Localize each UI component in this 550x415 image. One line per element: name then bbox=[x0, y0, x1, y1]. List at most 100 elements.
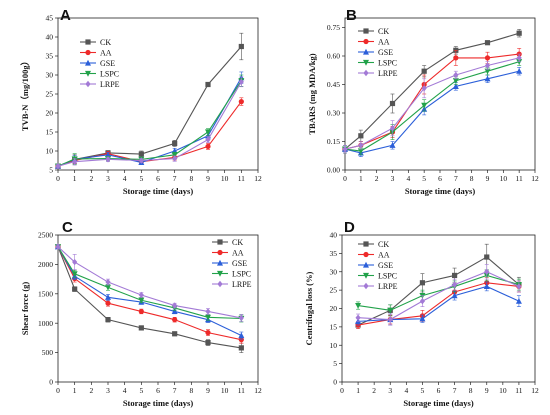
legend-label-C-AA: AA bbox=[232, 248, 244, 257]
x-tick-label-C-2: 2 bbox=[89, 386, 93, 395]
x-tick-label-C-0: 0 bbox=[56, 386, 60, 395]
x-tick-label-D-9: 9 bbox=[485, 386, 489, 395]
point-A-CK-legend bbox=[85, 39, 91, 45]
series-line-D-LSPC bbox=[358, 274, 520, 311]
point-C-LRPE-5 bbox=[205, 308, 211, 315]
point-B-CK-1 bbox=[358, 133, 364, 139]
point-C-AA-3 bbox=[138, 308, 144, 315]
point-A-LSPC-5 bbox=[205, 129, 211, 136]
point-A-LRPE-6 bbox=[238, 78, 244, 86]
y-tick-label-D-4: 20 bbox=[330, 304, 338, 313]
point-B-CK-2 bbox=[389, 100, 396, 107]
point-C-LSPC-5 bbox=[205, 314, 211, 321]
series-C-LRPE bbox=[55, 243, 244, 322]
series-D-LRPE bbox=[355, 264, 522, 326]
legend-label-A-GSE: GSE bbox=[100, 59, 115, 68]
point-C-GSE-4 bbox=[171, 308, 178, 315]
point-D-LSPC-legend bbox=[363, 272, 369, 279]
x-tick-label-B-5: 5 bbox=[422, 174, 426, 183]
y-tick-label-B-0: 0.00 bbox=[327, 166, 340, 175]
point-C-CK-6 bbox=[238, 345, 244, 351]
point-A-AA-5 bbox=[205, 143, 211, 150]
point-C-LSPC-2 bbox=[105, 284, 111, 291]
point-C-LSPC-1 bbox=[71, 271, 78, 278]
point-A-CK-6 bbox=[238, 43, 244, 50]
point-C-LRPE-6 bbox=[238, 314, 244, 322]
point-A-GSE-legend bbox=[85, 59, 91, 66]
point-C-AA-6 bbox=[238, 337, 244, 343]
x-tick-label-D-11: 11 bbox=[515, 386, 522, 395]
point-C-LSPC-3 bbox=[138, 297, 145, 304]
point-C-GSE-2 bbox=[105, 294, 111, 300]
x-tick-label-D-12: 12 bbox=[531, 386, 539, 395]
x-axis-title-A: Storage time (days) bbox=[123, 186, 194, 196]
legend-label-C-GSE: GSE bbox=[232, 259, 247, 268]
point-B-AA-4 bbox=[453, 55, 459, 61]
y-tick-label-A-7: 40 bbox=[46, 33, 54, 42]
point-D-CK-4 bbox=[484, 254, 490, 260]
point-A-LRPE-2 bbox=[105, 156, 111, 163]
x-tick-label-D-8: 8 bbox=[469, 386, 473, 395]
y-tick-label-B-4: 0.60 bbox=[327, 52, 340, 61]
legend-label-A-LRPE: LRPE bbox=[100, 80, 120, 89]
y-tick-label-C-2: 1000 bbox=[38, 319, 53, 328]
x-tick-label-B-7: 7 bbox=[454, 174, 458, 183]
y-tick-label-D-7: 35 bbox=[330, 249, 338, 258]
y-tick-label-D-1: 5 bbox=[333, 359, 337, 368]
point-A-LRPE-legend bbox=[85, 80, 91, 88]
point-A-AA-legend bbox=[85, 49, 91, 56]
point-D-LSPC-0 bbox=[355, 302, 362, 309]
y-tick-label-A-3: 20 bbox=[46, 109, 54, 118]
y-axis-title-D: Centrifugal loss (%) bbox=[304, 272, 314, 346]
point-C-LSPC-legend bbox=[217, 270, 223, 277]
point-B-LSPC-1 bbox=[357, 148, 364, 155]
point-B-AA-5 bbox=[484, 55, 491, 61]
x-tick-label-A-3: 3 bbox=[106, 174, 110, 183]
series-C-CK bbox=[55, 244, 244, 353]
point-B-AA-legend bbox=[363, 38, 369, 45]
y-tick-label-A-8: 45 bbox=[46, 14, 54, 23]
series-line-D-LRPE bbox=[358, 271, 520, 321]
series-line-C-LRPE bbox=[57, 246, 242, 319]
point-A-CK-3 bbox=[138, 151, 144, 157]
legend-label-D-LRPE: LRPE bbox=[378, 282, 398, 291]
x-tick-label-D-1: 1 bbox=[356, 386, 360, 395]
point-A-LRPE-4 bbox=[172, 155, 178, 162]
point-D-LRPE-0 bbox=[355, 314, 361, 321]
point-A-LSPC-legend bbox=[85, 70, 91, 77]
x-tick-label-A-6: 6 bbox=[156, 174, 160, 183]
point-C-LRPE-2 bbox=[105, 278, 111, 286]
x-tick-label-B-12: 12 bbox=[531, 174, 539, 183]
point-D-GSE-legend bbox=[363, 261, 369, 268]
y-axis-title-A: TVB-N（mg/100g） bbox=[20, 57, 30, 131]
series-line-B-LSPC bbox=[344, 61, 520, 152]
legend-label-A-LSPC: LSPC bbox=[100, 69, 119, 78]
point-A-CK-4 bbox=[172, 140, 178, 146]
x-tick-label-B-10: 10 bbox=[500, 174, 508, 183]
legend-label-B-CK: CK bbox=[378, 27, 389, 36]
point-D-LRPE-1 bbox=[387, 316, 393, 323]
legend-label-D-LSPC: LSPC bbox=[378, 271, 397, 280]
x-tick-label-B-6: 6 bbox=[438, 174, 442, 183]
x-tick-label-C-11: 11 bbox=[238, 386, 245, 395]
point-B-CK-5 bbox=[484, 40, 491, 46]
point-D-LRPE-legend bbox=[363, 282, 369, 290]
point-D-GSE-3 bbox=[451, 292, 458, 299]
point-D-GSE-5 bbox=[515, 297, 522, 304]
x-tick-label-A-0: 0 bbox=[56, 174, 60, 183]
point-A-LSPC-4 bbox=[171, 152, 178, 158]
series-C-GSE bbox=[55, 243, 245, 340]
x-axis-title-C: Storage time (days) bbox=[123, 398, 194, 408]
legend-label-A-AA: AA bbox=[100, 48, 112, 57]
x-tick-label-C-12: 12 bbox=[254, 386, 262, 395]
y-tick-label-A-6: 35 bbox=[46, 52, 54, 61]
point-C-LRPE-3 bbox=[138, 291, 144, 299]
series-B-CK bbox=[342, 29, 522, 154]
point-A-LRPE-3 bbox=[138, 157, 144, 164]
point-D-LRPE-3 bbox=[451, 281, 458, 288]
point-C-LRPE-4 bbox=[172, 302, 178, 309]
point-B-GSE-legend bbox=[363, 48, 369, 55]
